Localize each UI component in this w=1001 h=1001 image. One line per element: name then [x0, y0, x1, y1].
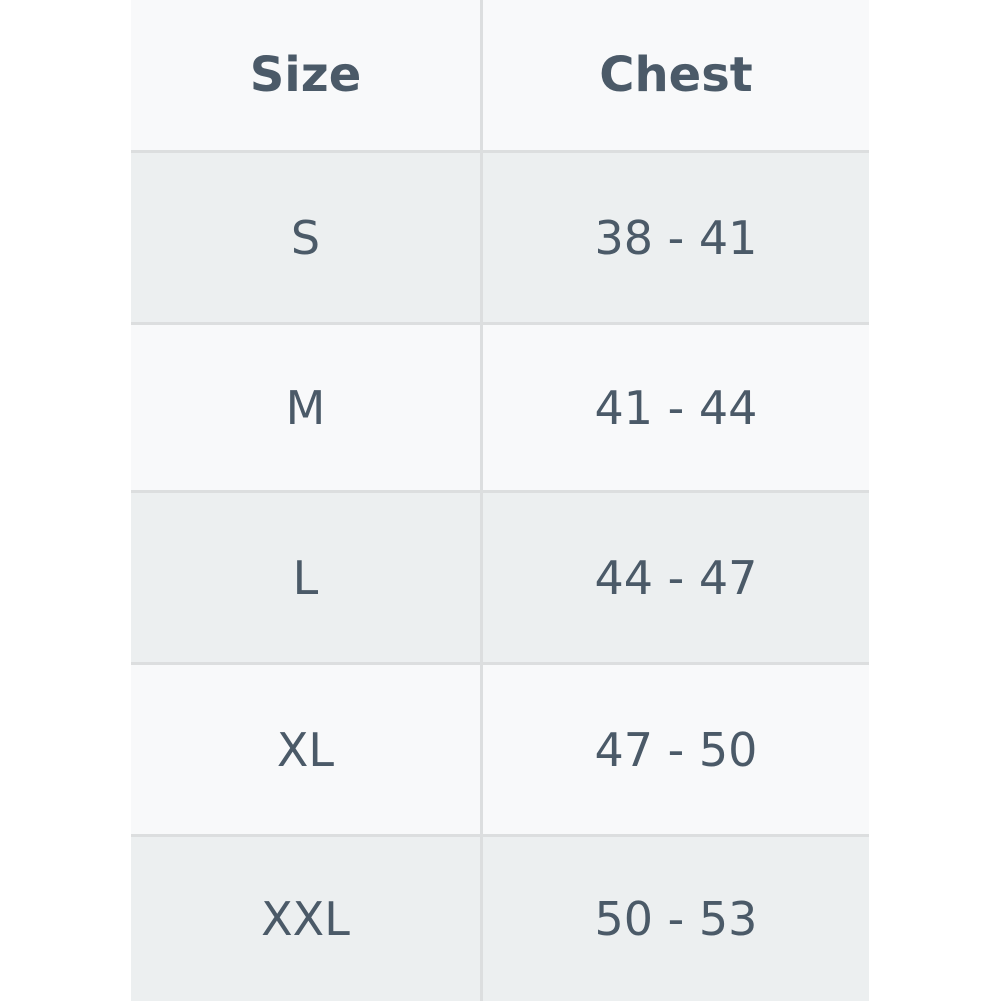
- cell-chest: 50 - 53: [483, 837, 869, 1001]
- header-size: Size: [131, 0, 483, 153]
- cell-chest: 47 - 50: [483, 665, 869, 837]
- header-chest: Chest: [483, 0, 869, 153]
- cell-size: S: [131, 153, 483, 325]
- cell-size: M: [131, 325, 483, 493]
- cell-chest: 41 - 44: [483, 325, 869, 493]
- cell-size: XXL: [131, 837, 483, 1001]
- cell-chest: 38 - 41: [483, 153, 869, 325]
- size-chart-table: Size Chest S 38 - 41 M 41 - 44 L 44 - 47…: [131, 0, 869, 1001]
- cell-size: XL: [131, 665, 483, 837]
- cell-size: L: [131, 493, 483, 665]
- cell-chest: 44 - 47: [483, 493, 869, 665]
